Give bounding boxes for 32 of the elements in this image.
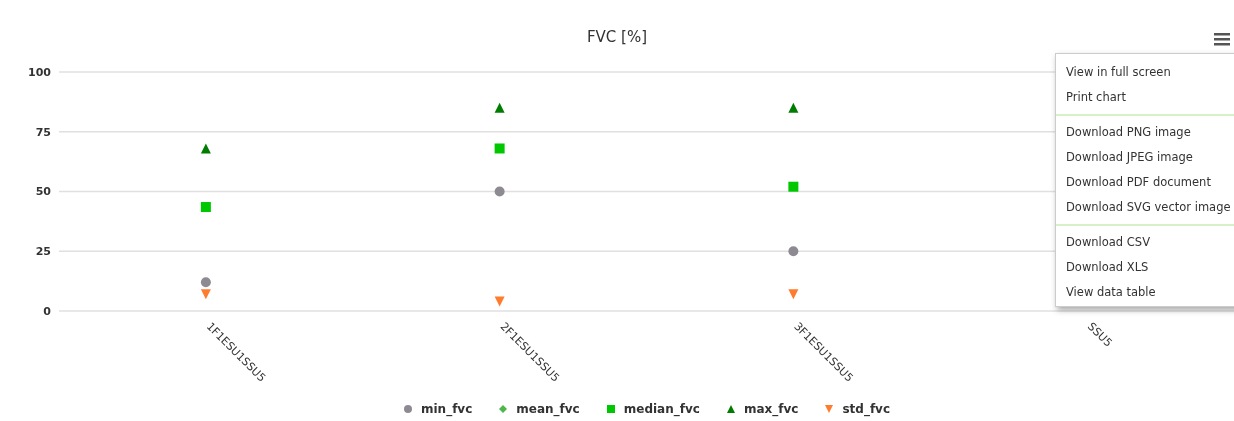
point [788, 246, 799, 257]
y-tick-label: 0 [43, 304, 52, 318]
annotation: Download XLS [1065, 259, 1150, 276]
legend-label: max_fvc [743, 402, 799, 416]
annotation: View data table [1065, 284, 1157, 301]
point [494, 143, 505, 154]
y-tick-label: 50 [35, 185, 52, 199]
annotation: Print chart [1065, 89, 1127, 106]
y-tick-label: 75 [35, 125, 51, 139]
chart-title: FVC [%] [585, 28, 649, 46]
y-tick-label: 100 [28, 65, 52, 79]
annotation: Download PDF document [1065, 174, 1212, 191]
annotation: Download SVG vector image [1065, 199, 1232, 216]
point [788, 289, 799, 300]
point [200, 289, 211, 300]
annotation: Download JPEG image [1065, 149, 1194, 166]
y-tick-label: 25 [35, 245, 51, 259]
annotation: Download PNG image [1065, 124, 1192, 141]
legend-label: min_fvc [420, 402, 473, 416]
legend-label: mean_fvc [516, 402, 580, 416]
point [494, 296, 505, 307]
point [788, 102, 799, 113]
point [200, 277, 211, 288]
point [494, 102, 505, 113]
point [788, 181, 799, 192]
annotation: Download CSV [1065, 234, 1151, 251]
annotation: View in full screen [1065, 64, 1172, 81]
point [494, 186, 505, 197]
legend-label: std_fvc [842, 402, 891, 416]
point [200, 202, 211, 213]
legend-label: median_fvc [623, 402, 700, 416]
point [200, 143, 211, 154]
